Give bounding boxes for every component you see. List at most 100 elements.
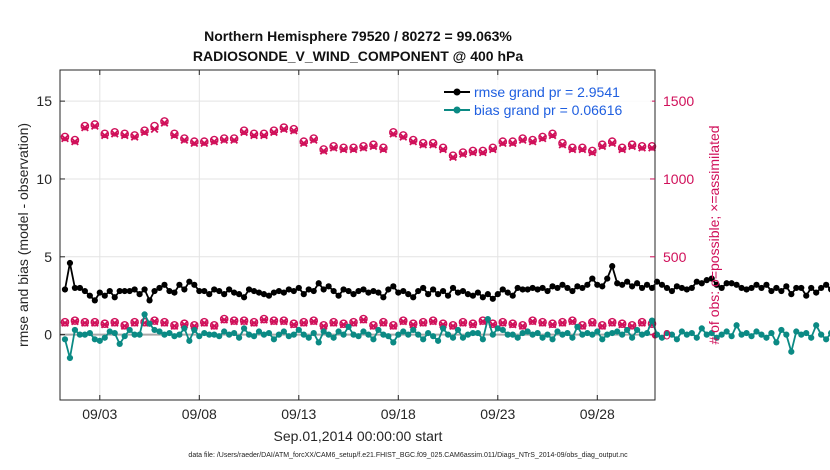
bias-point xyxy=(121,333,128,340)
rmse-point xyxy=(683,286,690,293)
legend: rmse grand pr = 2.9541 bias grand pr = 0… xyxy=(440,80,652,120)
obs-assimilated-point xyxy=(498,319,507,327)
obs-assimilated-point xyxy=(200,319,209,327)
rmse-point xyxy=(340,286,347,293)
x-tick-label: 09/23 xyxy=(480,406,515,422)
obs-possible-point xyxy=(180,134,189,143)
bias-point xyxy=(444,331,452,338)
rmse-point xyxy=(773,284,780,292)
rmse-point xyxy=(569,287,576,295)
obs-assimilated-point xyxy=(90,122,99,130)
x-tick-label: 09/08 xyxy=(182,406,217,422)
bias-point xyxy=(504,331,511,338)
bias-point xyxy=(295,326,302,334)
obs-assimilated-point xyxy=(409,320,418,329)
rmse-point xyxy=(474,289,481,296)
rmse-point xyxy=(121,287,128,295)
rmse-point xyxy=(489,295,496,302)
rmse-point xyxy=(375,289,382,296)
obs-possible-point xyxy=(508,137,518,146)
x-tick-label: 09/03 xyxy=(82,406,117,422)
bias-point xyxy=(718,331,725,338)
rmse-point xyxy=(718,284,725,292)
rmse-point xyxy=(71,284,79,292)
rmse-point xyxy=(226,286,233,293)
bias-point xyxy=(599,336,606,343)
obs-assimilated-point xyxy=(150,125,159,134)
rmse-point xyxy=(539,284,546,292)
obs-possible-point xyxy=(448,151,458,160)
bias-point xyxy=(275,331,282,338)
bias-point xyxy=(808,334,815,341)
obs-assimilated-point xyxy=(508,320,517,329)
rmse-point xyxy=(91,297,98,304)
left-y-axis-label: rmse and bias (model - observation) xyxy=(15,123,31,347)
bias-point xyxy=(315,339,322,346)
rmse-point xyxy=(574,283,581,290)
obs-assimilated-point xyxy=(329,143,338,152)
observation-count-series xyxy=(60,117,659,339)
bias-point xyxy=(61,336,69,343)
plot-frame xyxy=(59,69,656,401)
bias-point xyxy=(176,331,183,338)
bias-series xyxy=(61,311,830,362)
bias-point xyxy=(345,323,352,330)
obs-assimilated-point xyxy=(100,131,109,140)
bias-point xyxy=(206,331,213,338)
x-tick-label: 09/13 xyxy=(281,406,316,422)
rmse-point xyxy=(708,275,715,282)
obs-assimilated-point xyxy=(538,319,547,327)
rmse-point xyxy=(420,284,427,292)
obs-assimilated-point xyxy=(130,319,139,327)
obs-assimilated-point xyxy=(250,131,259,140)
bias-point xyxy=(370,336,377,343)
rmse-point xyxy=(106,287,113,295)
rmse-point xyxy=(390,283,397,290)
rmse-point xyxy=(738,284,745,292)
rmse-point xyxy=(395,289,402,296)
bias-point xyxy=(201,329,208,337)
obs-assimilated-point xyxy=(90,319,99,327)
obs-assimilated-point xyxy=(498,139,507,148)
obs-possible-point xyxy=(90,120,100,129)
bias-point xyxy=(400,328,407,335)
bias-point xyxy=(803,329,810,337)
rmse-point xyxy=(698,280,705,287)
rmse-point xyxy=(579,284,586,292)
bias-point xyxy=(96,337,103,344)
rmse-point xyxy=(265,292,273,299)
bias-point xyxy=(574,323,581,330)
obs-assimilated-point xyxy=(110,129,119,138)
rmse-point xyxy=(494,291,501,298)
obs-assimilated-point xyxy=(528,317,537,326)
rmse-point xyxy=(335,292,342,299)
obs-assimilated-point xyxy=(638,319,647,327)
bias-point xyxy=(708,329,715,337)
obs-assimilated-point xyxy=(548,131,557,140)
obs-assimilated-point xyxy=(210,137,219,146)
bias-point xyxy=(420,336,427,343)
obs-assimilated-point xyxy=(508,139,517,148)
rmse-point xyxy=(818,284,825,292)
rmse-point xyxy=(206,291,213,298)
obs-assimilated-point xyxy=(269,128,278,137)
obs-assimilated-point xyxy=(558,140,567,149)
rmse-point xyxy=(589,275,596,282)
obs-assimilated-point xyxy=(379,319,388,327)
bias-point xyxy=(728,333,735,340)
legend-bias-marker xyxy=(453,106,461,114)
bias-point xyxy=(624,326,631,334)
rmse-point xyxy=(255,289,263,296)
rmse-point xyxy=(410,294,417,301)
bias-point xyxy=(196,333,203,340)
bias-point xyxy=(559,331,566,338)
obs-possible-point xyxy=(130,131,139,140)
obs-assimilated-point xyxy=(488,145,497,154)
obs-possible-point xyxy=(398,131,408,140)
bias-point xyxy=(763,334,770,341)
obs-assimilated-point xyxy=(279,125,288,134)
obs-assimilated-point xyxy=(458,319,467,327)
obs-possible-point xyxy=(279,123,289,132)
obs-possible-point xyxy=(249,129,259,139)
rmse-point xyxy=(668,287,676,295)
